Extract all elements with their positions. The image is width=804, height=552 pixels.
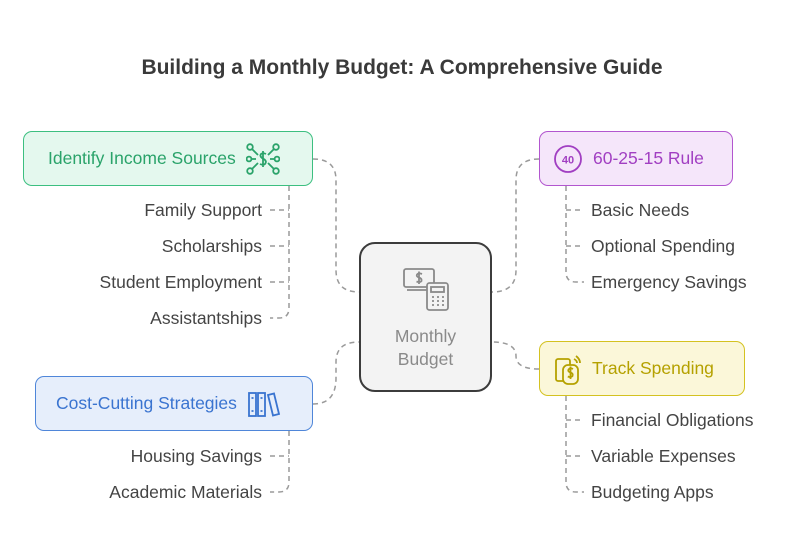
connector-rule bbox=[491, 158, 540, 293]
diagram-title: Building a Monthly Budget: A Comprehensi… bbox=[141, 56, 663, 79]
center-label-line2: Budget bbox=[397, 349, 454, 369]
leaf-optional-spending: Optional Spending bbox=[591, 236, 735, 256]
percent-badge-text: 40 bbox=[562, 154, 574, 166]
cost-cutting-node: Cost-Cutting Strategies bbox=[35, 376, 313, 431]
track-spending-node: Track Spending bbox=[539, 341, 745, 396]
rule-label: 60-25-15 Rule bbox=[593, 148, 704, 168]
connector-track bbox=[491, 341, 540, 370]
network-dollar-icon bbox=[245, 142, 280, 175]
center-label-line1: Monthly bbox=[394, 326, 457, 346]
leaf-scholarships: Scholarships bbox=[161, 236, 262, 256]
leaf-emergency-savings: Emergency Savings bbox=[591, 272, 747, 292]
leaf-housing-savings: Housing Savings bbox=[130, 446, 262, 466]
leaf-student-employment: Student Employment bbox=[99, 272, 262, 292]
connector-income bbox=[312, 158, 360, 293]
rule-node: 40 60-25-15 Rule bbox=[539, 131, 733, 186]
track-spending-label: Track Spending bbox=[592, 358, 714, 378]
leaf-financial-obligations: Financial Obligations bbox=[591, 410, 754, 430]
money-calculator-icon bbox=[402, 266, 450, 317]
books-icon bbox=[247, 390, 281, 418]
leaf-tree-track bbox=[565, 396, 584, 493]
monthly-budget-node: Monthly Budget bbox=[359, 242, 492, 392]
leaf-tree-rule bbox=[565, 186, 584, 283]
leaf-tree-income bbox=[270, 186, 290, 319]
connector-cost bbox=[312, 341, 360, 405]
cost-cutting-label: Cost-Cutting Strategies bbox=[56, 393, 237, 413]
leaf-assistantships: Assistantships bbox=[150, 308, 262, 328]
leaf-academic-materials: Academic Materials bbox=[109, 482, 262, 502]
income-sources-node: Identify Income Sources bbox=[23, 131, 313, 186]
percent-badge-icon: 40 bbox=[553, 144, 583, 174]
income-sources-label: Identify Income Sources bbox=[48, 148, 236, 168]
leaf-tree-cost bbox=[270, 431, 290, 493]
phone-payment-icon bbox=[552, 353, 584, 385]
leaf-basic-needs: Basic Needs bbox=[591, 200, 690, 220]
leaf-budgeting-apps: Budgeting Apps bbox=[591, 482, 714, 502]
leaf-family-support: Family Support bbox=[144, 200, 262, 220]
leaf-variable-expenses: Variable Expenses bbox=[591, 446, 736, 466]
